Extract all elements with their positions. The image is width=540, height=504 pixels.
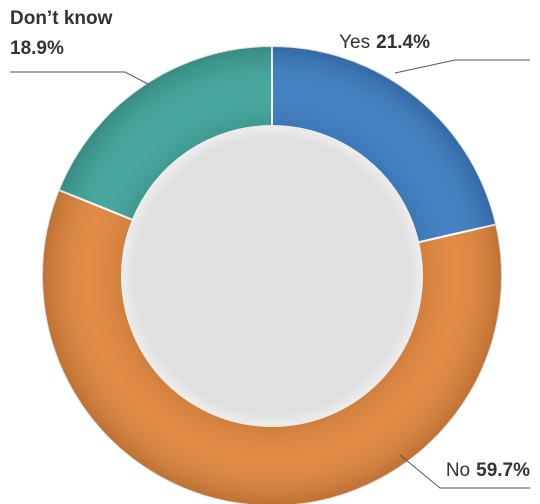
donut <box>41 44 503 504</box>
labels: Yes 21.4% No 59.7% Don’t know 18.9% <box>10 8 530 489</box>
slice-label: No 59.7% <box>446 460 530 481</box>
category-label: Yes <box>339 32 370 53</box>
value-label: 18.9% <box>10 38 64 59</box>
category-label: No <box>446 460 470 481</box>
leader-line <box>394 59 530 74</box>
value-label: 59.7% <box>476 460 530 481</box>
leader-line <box>399 454 530 489</box>
slice-label: Yes 21.4% <box>339 32 430 53</box>
value-label: 21.4% <box>376 32 430 53</box>
category-label: Don’t know <box>10 8 113 29</box>
donut-slice <box>271 44 498 244</box>
leader-line <box>10 71 149 85</box>
